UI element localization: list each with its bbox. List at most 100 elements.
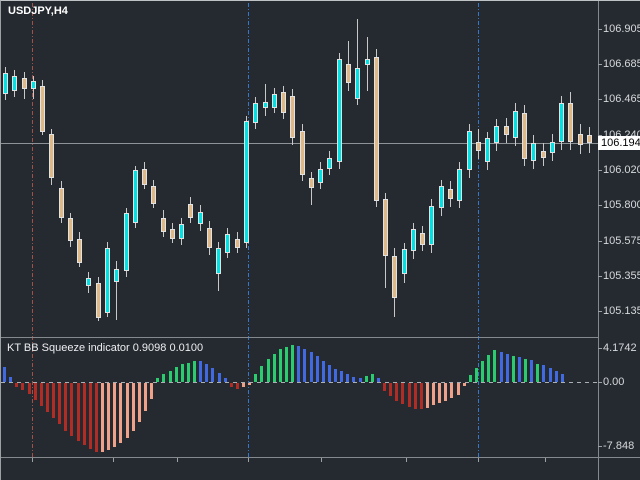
candle — [263, 102, 268, 108]
candle — [22, 78, 27, 89]
histogram-bar — [444, 383, 447, 401]
candle — [170, 229, 175, 239]
histogram-bar — [58, 383, 61, 424]
histogram-bar — [83, 383, 86, 445]
price-axis-tick — [598, 135, 602, 136]
price-axis-tick — [598, 205, 602, 206]
candle-wick — [357, 19, 358, 105]
candle — [161, 218, 166, 232]
histogram-bar — [175, 367, 178, 382]
histogram-bar — [500, 352, 503, 382]
candle — [411, 229, 416, 251]
time-axis-tick — [406, 458, 407, 462]
histogram-bar — [9, 377, 12, 382]
price-axis-tick — [598, 99, 602, 100]
histogram-bar — [346, 374, 349, 382]
histogram-bar — [254, 374, 257, 382]
histogram-bar — [52, 383, 55, 418]
histogram-bar — [328, 365, 331, 382]
price-axis[interactable]: 106.905 106.685 106.465 106.240 106.020 105.8… — [598, 1, 640, 457]
candle — [568, 103, 573, 142]
candle — [235, 239, 240, 248]
histogram-bar — [487, 355, 490, 382]
price-axis-tick — [598, 29, 602, 30]
candle — [522, 113, 527, 159]
time-axis-tick — [478, 458, 479, 462]
histogram-bar — [230, 383, 233, 387]
histogram-bar — [377, 378, 380, 382]
event-vline — [478, 3, 479, 458]
event-vline — [32, 3, 33, 458]
histogram-bar — [359, 378, 362, 382]
histogram-bar — [132, 383, 135, 431]
histogram-bar — [493, 350, 496, 382]
histogram-bar — [291, 345, 294, 382]
histogram-bar — [524, 359, 527, 382]
histogram-bar — [113, 383, 116, 447]
candle — [485, 138, 490, 162]
candle-wick — [116, 261, 117, 320]
candle — [494, 126, 499, 143]
histogram-bar — [322, 361, 325, 382]
histogram-bar — [432, 383, 435, 405]
candle — [281, 92, 286, 113]
histogram-bar — [205, 364, 208, 382]
histogram-bar — [365, 376, 368, 382]
histogram-bar — [28, 383, 31, 394]
candle — [476, 142, 481, 151]
histogram-bar — [555, 371, 558, 382]
indicator-zero-line — [1, 382, 598, 383]
histogram-bar — [211, 368, 214, 382]
indicator-axis-label: -7.848 — [603, 440, 635, 452]
indicator-axis-label: 4.1742 — [603, 342, 637, 354]
histogram-bar — [248, 383, 251, 385]
histogram-bar — [303, 349, 306, 382]
candle — [587, 135, 592, 143]
candle — [383, 199, 388, 256]
candle — [365, 59, 370, 65]
time-axis[interactable]: 2020.08.17 12:0018 Aug 16:0020 Aug 16:00… — [1, 458, 640, 480]
histogram-bar — [260, 366, 263, 382]
histogram-bar — [64, 383, 67, 431]
candle — [86, 278, 91, 286]
histogram-bar — [316, 356, 319, 382]
candle — [142, 169, 147, 185]
candle — [457, 169, 462, 201]
price-axis-label: 106.685 — [603, 58, 640, 70]
histogram-bar — [426, 383, 429, 408]
histogram-bar — [70, 383, 73, 436]
candle — [448, 189, 453, 199]
candle — [355, 68, 360, 99]
histogram-bar — [279, 349, 282, 382]
candle — [327, 158, 332, 169]
price-axis-label: 106.465 — [603, 93, 640, 105]
candle — [374, 57, 379, 201]
candle — [337, 59, 342, 162]
panel-separator-top[interactable] — [1, 337, 598, 338]
price-axis-tick — [598, 311, 602, 312]
histogram-bar — [89, 383, 92, 449]
candle — [31, 81, 36, 89]
candle — [439, 186, 444, 208]
price-axis-tick — [598, 276, 602, 277]
candle — [49, 134, 54, 178]
indicator-subwindow[interactable] — [1, 338, 598, 457]
histogram-bar — [119, 383, 122, 443]
candle — [541, 151, 546, 158]
main-chart-area[interactable] — [1, 1, 598, 336]
candle-wick — [311, 172, 312, 205]
candle — [216, 248, 221, 274]
candle — [40, 86, 45, 132]
candle — [392, 256, 397, 298]
histogram-bar — [352, 377, 355, 382]
histogram-bar — [457, 383, 460, 395]
histogram-bar — [536, 364, 539, 382]
histogram-bar — [561, 374, 564, 382]
histogram-bar — [162, 374, 165, 382]
price-axis-label: 106.020 — [603, 164, 640, 176]
histogram-bar — [340, 371, 343, 382]
indicator-axis-label: 0.00 — [603, 376, 625, 388]
histogram-bar — [297, 346, 300, 382]
histogram-bar — [438, 383, 441, 403]
histogram-bar — [401, 383, 404, 404]
